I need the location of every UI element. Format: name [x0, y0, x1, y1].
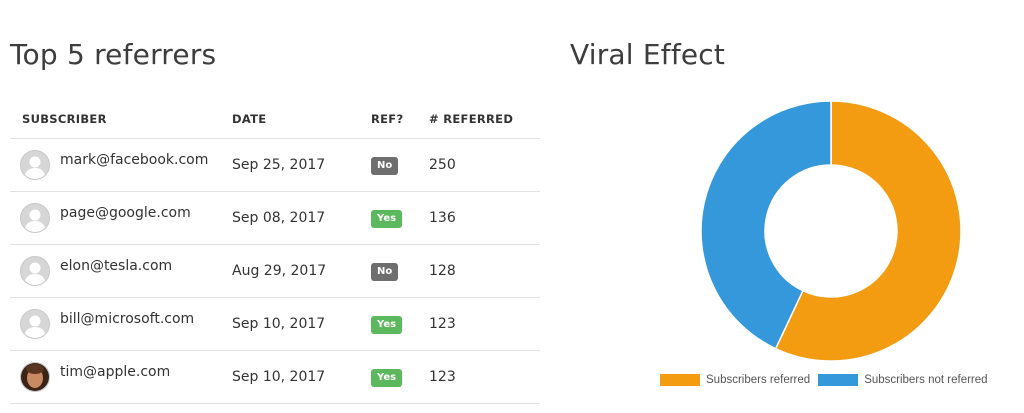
chart-legend: Subscribers referred Subscribers not ref…	[660, 374, 996, 386]
donut-slice-referred[interactable]	[774, 100, 962, 362]
legend-swatch-not-referred	[818, 374, 859, 386]
avatar	[20, 362, 50, 392]
ref-status-badge: No	[371, 262, 399, 281]
referrers-title: Top 5 referrers	[10, 38, 217, 71]
date-cell: Sep 10, 2017	[232, 350, 371, 404]
ref-status-badge: Yes	[371, 368, 403, 387]
referred-count-cell: 123	[429, 350, 540, 404]
column-header-date: DATE	[232, 100, 371, 139]
subscriber-cell: mark@facebook.com	[10, 138, 232, 192]
subscriber-email: bill@microsoft.com	[60, 311, 195, 327]
referred-count-cell: 250	[429, 138, 540, 192]
date-cell: Aug 29, 2017	[232, 244, 371, 298]
subscriber-cell: page@google.com	[10, 191, 232, 245]
table-row[interactable]: bill@microsoft.com Sep 10, 2017 Yes 123	[10, 297, 540, 351]
subscriber-email: elon@tesla.com	[60, 258, 173, 274]
ref-status-badge: No	[371, 156, 399, 175]
subscriber-cell: elon@tesla.com	[10, 244, 232, 298]
ref-status-badge: Yes	[371, 315, 403, 334]
date-cell: Sep 08, 2017	[232, 191, 371, 245]
ref-cell: No	[371, 244, 429, 298]
subscriber-email: page@google.com	[60, 205, 191, 221]
avatar	[20, 309, 50, 339]
legend-label-not-referred: Subscribers not referred	[864, 374, 988, 386]
table-row[interactable]: mark@facebook.com Sep 25, 2017 No 250	[10, 138, 540, 192]
ref-cell: No	[371, 138, 429, 192]
referrers-table: SUBSCRIBER DATE REF? # REFERRED mark@fac…	[10, 100, 540, 404]
legend-item-not-referred[interactable]: Subscribers not referred	[818, 374, 988, 386]
table-row[interactable]: elon@tesla.com Aug 29, 2017 No 128	[10, 244, 540, 298]
legend-label-referred: Subscribers referred	[706, 374, 811, 386]
avatar	[20, 203, 50, 233]
ref-cell: Yes	[371, 191, 429, 245]
subscriber-email: mark@facebook.com	[60, 152, 209, 168]
top-referrers-panel: Top 5 referrers SUBSCRIBER DATE REF? # R…	[10, 0, 542, 413]
referred-count-cell: 123	[429, 297, 540, 351]
column-header-ref: REF?	[371, 100, 429, 139]
subscriber-email: tim@apple.com	[60, 364, 171, 380]
date-cell: Sep 10, 2017	[232, 297, 371, 351]
column-header-subscriber: SUBSCRIBER	[10, 100, 232, 139]
referred-count-cell: 136	[429, 191, 540, 245]
viral-effect-panel: Viral Effect Subscribers referred Subscr…	[570, 0, 1024, 413]
table-row[interactable]: tim@apple.com Sep 10, 2017 Yes 123	[10, 350, 540, 404]
legend-swatch-referred	[660, 374, 700, 386]
ref-status-badge: Yes	[371, 209, 403, 228]
column-header-referred: # REFERRED	[429, 100, 540, 139]
avatar	[20, 150, 50, 180]
table-header-row: SUBSCRIBER DATE REF? # REFERRED	[10, 100, 540, 139]
subscriber-cell: tim@apple.com	[10, 350, 232, 404]
donut-slice-not-referred[interactable]	[700, 100, 832, 350]
viral-effect-title: Viral Effect	[570, 38, 726, 71]
table-row[interactable]: page@google.com Sep 08, 2017 Yes 136	[10, 191, 540, 245]
ref-cell: Yes	[371, 350, 429, 404]
referred-count-cell: 128	[429, 244, 540, 298]
ref-cell: Yes	[371, 297, 429, 351]
subscriber-cell: bill@microsoft.com	[10, 297, 232, 351]
viral-effect-donut-chart	[700, 100, 962, 362]
avatar	[20, 256, 50, 286]
date-cell: Sep 25, 2017	[232, 138, 371, 192]
legend-item-referred[interactable]: Subscribers referred	[660, 374, 810, 386]
